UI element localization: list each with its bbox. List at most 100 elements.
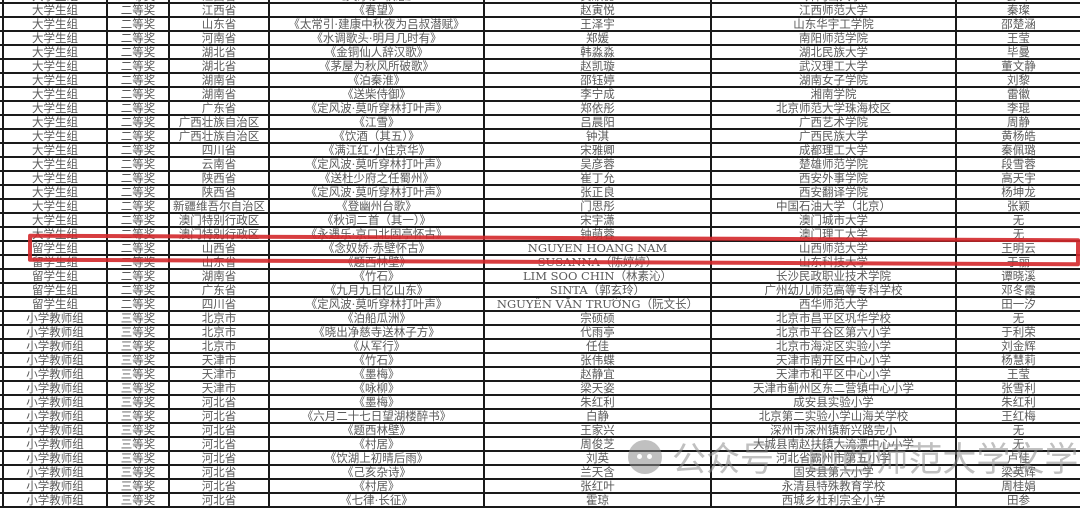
cell-region: 四川省 <box>168 298 268 310</box>
cell-group: 大学生组 <box>2 46 106 58</box>
cell-region: 天津市 <box>168 382 268 394</box>
cell-teacher: 王红梅 <box>955 410 1080 422</box>
cell-award: 三等奖 <box>106 340 168 352</box>
cell-award: 三等奖 <box>106 438 168 450</box>
table-row: 大学生组 二等奖 河南省 《水调歌头·明月几时有》 郑媛 南阳师范学院 王莹 <box>0 32 1080 46</box>
cell-participant: LIM SOO CHIN（林素沁） <box>483 270 710 282</box>
cell-group: 大学生组 <box>2 0 106 2</box>
cell-region: 河北省 <box>168 438 268 450</box>
table-row: 小学教师组 三等奖 北京市 《从军行》 任佳 北京市海淀区实验小学 刘金辉 <box>0 340 1080 354</box>
cell-group: 大学生组 <box>2 116 106 128</box>
cell-award: 三等奖 <box>106 424 168 436</box>
table-row: 小学教师组 三等奖 北京市 《晓出净慈寺送林子方》 代雨亭 北京市平谷区第六小学 于利荣 <box>0 326 1080 340</box>
cell-group: 留学生组 <box>2 256 106 268</box>
cell-award: 二等奖 <box>106 242 168 254</box>
cell-participant: 邵钰婷 <box>483 74 710 86</box>
cell-region: 河北省 <box>168 424 268 436</box>
table-row: 小学教师组 三等奖 河北省 《题西林壁》 王家兴 深州市深州镇新兴路完小无 <box>0 424 1080 438</box>
cell-group: 大学生组 <box>2 18 106 30</box>
cell-teacher: 田一汐 <box>955 298 1080 310</box>
cell-school: 广西民族大学 <box>710 130 955 142</box>
cell-region: 河南省 <box>168 32 268 44</box>
cell-work: 《咏柳》 <box>268 382 483 394</box>
cell-participant: 吕晨阳 <box>483 116 710 128</box>
table-row: 小学教师组 三等奖 天津市 《竹石》 张伟蝶 天津市南开区中心小学 杨慧莉 <box>0 354 1080 368</box>
cell-award: 二等奖 <box>106 228 168 240</box>
cell-teacher: 朱红利 <box>955 396 1080 408</box>
cell-teacher: 田参 <box>955 494 1080 506</box>
cell-region: 山东省 <box>168 18 268 30</box>
cell-work: 《七律·长征》 <box>268 494 483 506</box>
cell-group: 留学生组 <box>2 270 106 282</box>
cell-award: 三等奖 <box>106 382 168 394</box>
cell-school: 大城县南赵扶镇大流漂中心小学 <box>710 438 955 450</box>
cell-participant: 白静 <box>483 410 710 422</box>
wechat-icon <box>628 439 662 474</box>
cell-school: 江西师范大学 <box>710 4 955 16</box>
cell-work: 《己亥杂诗》 <box>268 466 483 478</box>
cell-group: 大学生组 <box>2 172 106 184</box>
cell-work: 《送柴侍御》 <box>268 88 483 100</box>
cell-teacher: 卢佳 <box>955 452 1080 464</box>
table-row: 大学生组 二等奖 云南省 《定风波·莫听穿林打叶声》 吴彦蓉 楚雄师范学院 段雪蓉 <box>0 158 1080 172</box>
cell-teacher: 无 <box>955 214 1080 226</box>
cell-work: 《永遇乐·京口北固亭怀古》 <box>268 228 483 240</box>
cell-work: 《从军行》 <box>268 340 483 352</box>
table-row: 留学生组 二等奖 广东省 《九月九日忆山东》 SINTA（郭玄玲） 广州幼儿师范高等专科学… <box>0 284 1080 298</box>
cell-group: 小学教师组 <box>2 466 106 478</box>
cell-participant: 门思彤 <box>483 200 710 212</box>
cell-participant: 赵凯璇 <box>483 60 710 72</box>
table-row: 大学生组 二等奖 新疆维吾尔自治区 《登幽州台歌》 门思彤 中国石油大学（北京） 张颖 <box>0 200 1080 214</box>
cell-award: 二等奖 <box>106 46 168 58</box>
table-row: 大学生组 二等奖 广西壮族自治区 《江雪》 吕晨阳 广西艺术学院 周静 <box>0 116 1080 130</box>
table-row: 留学生组 二等奖 四川省 《定风波·莫听穿林打叶声》 NGUYỄN VĂN TRƯỜNG… <box>0 298 1080 312</box>
cell-award: 二等奖 <box>106 172 168 184</box>
cell-region: 北京市 <box>168 326 268 338</box>
cell-award: 二等奖 <box>106 256 168 268</box>
cell-school: 河北省霸州市第五小学 <box>710 452 955 464</box>
cell-participant: NGUYEN HOANG NAM <box>483 242 710 254</box>
cell-group: 大学生组 <box>2 144 106 156</box>
cell-participant: 韩淼淼 <box>483 46 710 58</box>
table-row: 大学生组 二等奖 四川省 《满江红·小住京华》 宋雅卿 成都理工大学 秦佩璐 <box>0 144 1080 158</box>
cell-award: 二等奖 <box>106 102 168 114</box>
table-row: 留学生组 二等奖 山西省 《念奴娇·赤壁怀古》 NGUYEN HOANG NAM 山西师范… <box>0 242 1080 256</box>
cell-school: 中国石油大学（北京） <box>710 200 955 212</box>
cell-group: 大学生组 <box>2 200 106 212</box>
cell-school: 山东华宇工学院 <box>710 18 955 30</box>
cell-region: 广东省 <box>168 102 268 114</box>
cell-school: 北京师范大学珠海校区 <box>710 102 955 114</box>
cell-group: 大学生组 <box>2 158 106 170</box>
cell-participant: 崔丁允 <box>483 172 710 184</box>
cell-work: 《竹石》 <box>268 270 483 282</box>
cell-award: 三等奖 <box>106 494 168 506</box>
cell-group: 大学生组 <box>2 130 106 142</box>
cell-region: 澳门特别行政区 <box>168 214 268 226</box>
table-row: 大学生组 二等奖 广东省 《定风波·莫听穿林打叶声》 郑依彤 北京师范大学珠海校区 李琨 <box>0 102 1080 116</box>
cell-award: 二等奖 <box>106 214 168 226</box>
cell-school: 天津市南开区中心小学 <box>710 354 955 366</box>
cell-school: 广西艺术学院 <box>710 116 955 128</box>
cell-award: 二等奖 <box>106 4 168 16</box>
cell-school: 山东科技大学 <box>710 256 955 268</box>
cell-award: 二等奖 <box>106 116 168 128</box>
table-row: 小学教师组 三等奖 天津市 《咏柳》 梁天姿 天津市蓟州区东二营镇中心小学 张雪利 <box>0 382 1080 396</box>
cell-group: 大学生组 <box>2 4 106 16</box>
cell-work: 《金铜仙人辞汉歌》 <box>268 46 483 58</box>
cell-work: 《九月九日忆山东》 <box>268 284 483 296</box>
cell-group: 小学教师组 <box>2 410 106 422</box>
cell-work: 《太常引·建康中秋夜为吕叔潜赋》 <box>268 18 483 30</box>
table-row: 大学生组 二等奖 澳门特别行政区 《永遇乐·京口北固亭怀古》 钟萌蓉 澳门理工大学无 <box>0 228 1080 242</box>
cell-participant: 宋宇潇 <box>483 214 710 226</box>
cell-region: 河北省 <box>168 410 268 422</box>
cell-work: 《茅屋为秋风所破歌》 <box>268 60 483 72</box>
red-highlight-box <box>27 233 1080 267</box>
cell-award: 二等奖 <box>106 144 168 156</box>
cell-award: 二等奖 <box>106 32 168 44</box>
cell-region: 河北省 <box>168 480 268 492</box>
cell-region: 湖北省 <box>168 46 268 58</box>
cell-work: 《登幽州台歌》 <box>268 200 483 212</box>
cell-teacher: 雷徽 <box>955 88 1080 100</box>
cell-region: 陕西省 <box>168 172 268 184</box>
cell-teacher: 梁英辉 <box>955 466 1080 478</box>
